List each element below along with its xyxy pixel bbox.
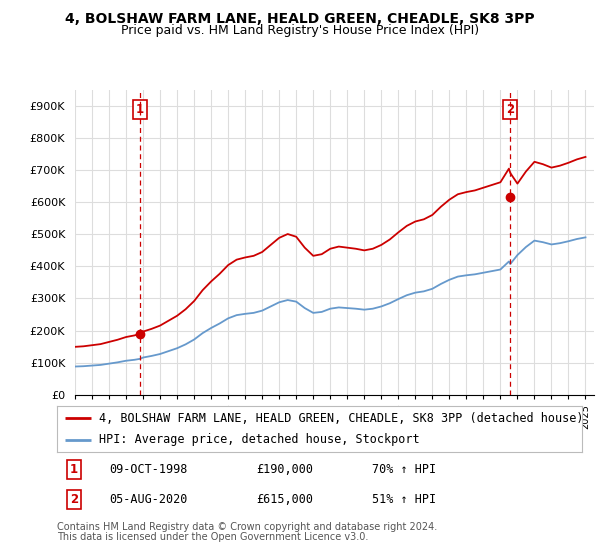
Text: Price paid vs. HM Land Registry's House Price Index (HPI): Price paid vs. HM Land Registry's House …	[121, 24, 479, 36]
Text: Contains HM Land Registry data © Crown copyright and database right 2024.: Contains HM Land Registry data © Crown c…	[57, 522, 437, 532]
Text: 05-AUG-2020: 05-AUG-2020	[110, 493, 188, 506]
Text: 2: 2	[506, 104, 514, 116]
Text: HPI: Average price, detached house, Stockport: HPI: Average price, detached house, Stoc…	[99, 433, 419, 446]
Text: £615,000: £615,000	[257, 493, 314, 506]
Text: 09-OCT-1998: 09-OCT-1998	[110, 463, 188, 476]
Text: 1: 1	[70, 463, 78, 476]
Text: 4, BOLSHAW FARM LANE, HEALD GREEN, CHEADLE, SK8 3PP: 4, BOLSHAW FARM LANE, HEALD GREEN, CHEAD…	[65, 12, 535, 26]
Text: 1: 1	[136, 104, 144, 116]
Text: 51% ↑ HPI: 51% ↑ HPI	[372, 493, 436, 506]
Text: £190,000: £190,000	[257, 463, 314, 476]
Text: This data is licensed under the Open Government Licence v3.0.: This data is licensed under the Open Gov…	[57, 532, 368, 542]
Text: 4, BOLSHAW FARM LANE, HEALD GREEN, CHEADLE, SK8 3PP (detached house): 4, BOLSHAW FARM LANE, HEALD GREEN, CHEAD…	[99, 412, 583, 425]
Text: 70% ↑ HPI: 70% ↑ HPI	[372, 463, 436, 476]
Text: 2: 2	[70, 493, 78, 506]
